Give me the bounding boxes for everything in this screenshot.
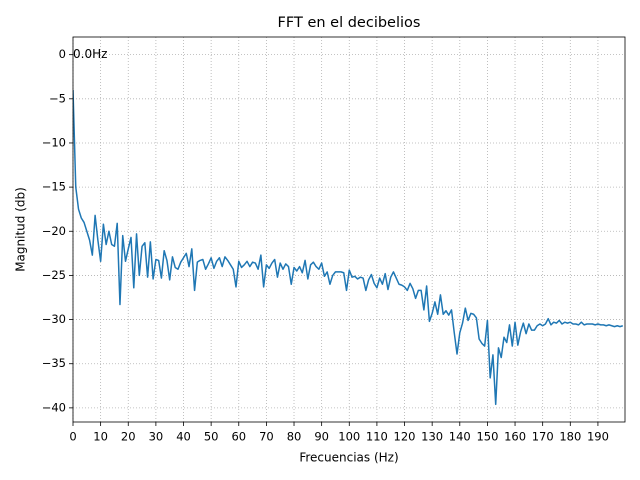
x-tick-label: 70 [259, 430, 274, 444]
x-tick-label: 150 [476, 430, 498, 444]
y-tick-label: −5 [49, 91, 66, 105]
x-tick-label: 110 [366, 430, 388, 444]
x-tick-label: 90 [314, 430, 329, 444]
x-tick-label: 190 [587, 430, 609, 444]
y-tick-label: 0 [59, 47, 66, 61]
x-tick-label: 50 [204, 430, 219, 444]
x-tick-label: 0 [69, 430, 76, 444]
plot-frame [72, 36, 626, 423]
y-tick-label: −30 [42, 312, 66, 326]
chart-title: FFT en el decibelios [278, 15, 421, 31]
y-axis-label: Magnitud (db) [14, 187, 28, 272]
x-tick-label: 180 [559, 430, 581, 444]
x-tick-label: 140 [449, 430, 471, 444]
x-tick-label: 170 [532, 430, 554, 444]
y-tick-label: −15 [42, 180, 66, 194]
x-tick-label: 120 [394, 430, 416, 444]
x-tick-label: 40 [176, 430, 191, 444]
x-tick-label: 20 [121, 430, 136, 444]
y-tick-label: −40 [42, 400, 66, 414]
x-tick-label: 130 [421, 430, 443, 444]
data-line [73, 89, 624, 406]
x-tick-label: 160 [504, 430, 526, 444]
x-axis-label: Frecuencias (Hz) [299, 451, 398, 465]
x-tick-label: 10 [93, 430, 108, 444]
x-tick-label: 100 [338, 430, 360, 444]
y-tick-label: −20 [42, 224, 66, 238]
y-tick-label: −35 [42, 356, 66, 370]
x-tick-label: 30 [149, 430, 164, 444]
annotation: 0.0Hz [73, 47, 107, 61]
y-tick-label: −25 [42, 268, 66, 282]
x-tick-label: 80 [287, 430, 302, 444]
y-tick-label: −10 [42, 135, 66, 149]
x-tick-label: 60 [231, 430, 246, 444]
